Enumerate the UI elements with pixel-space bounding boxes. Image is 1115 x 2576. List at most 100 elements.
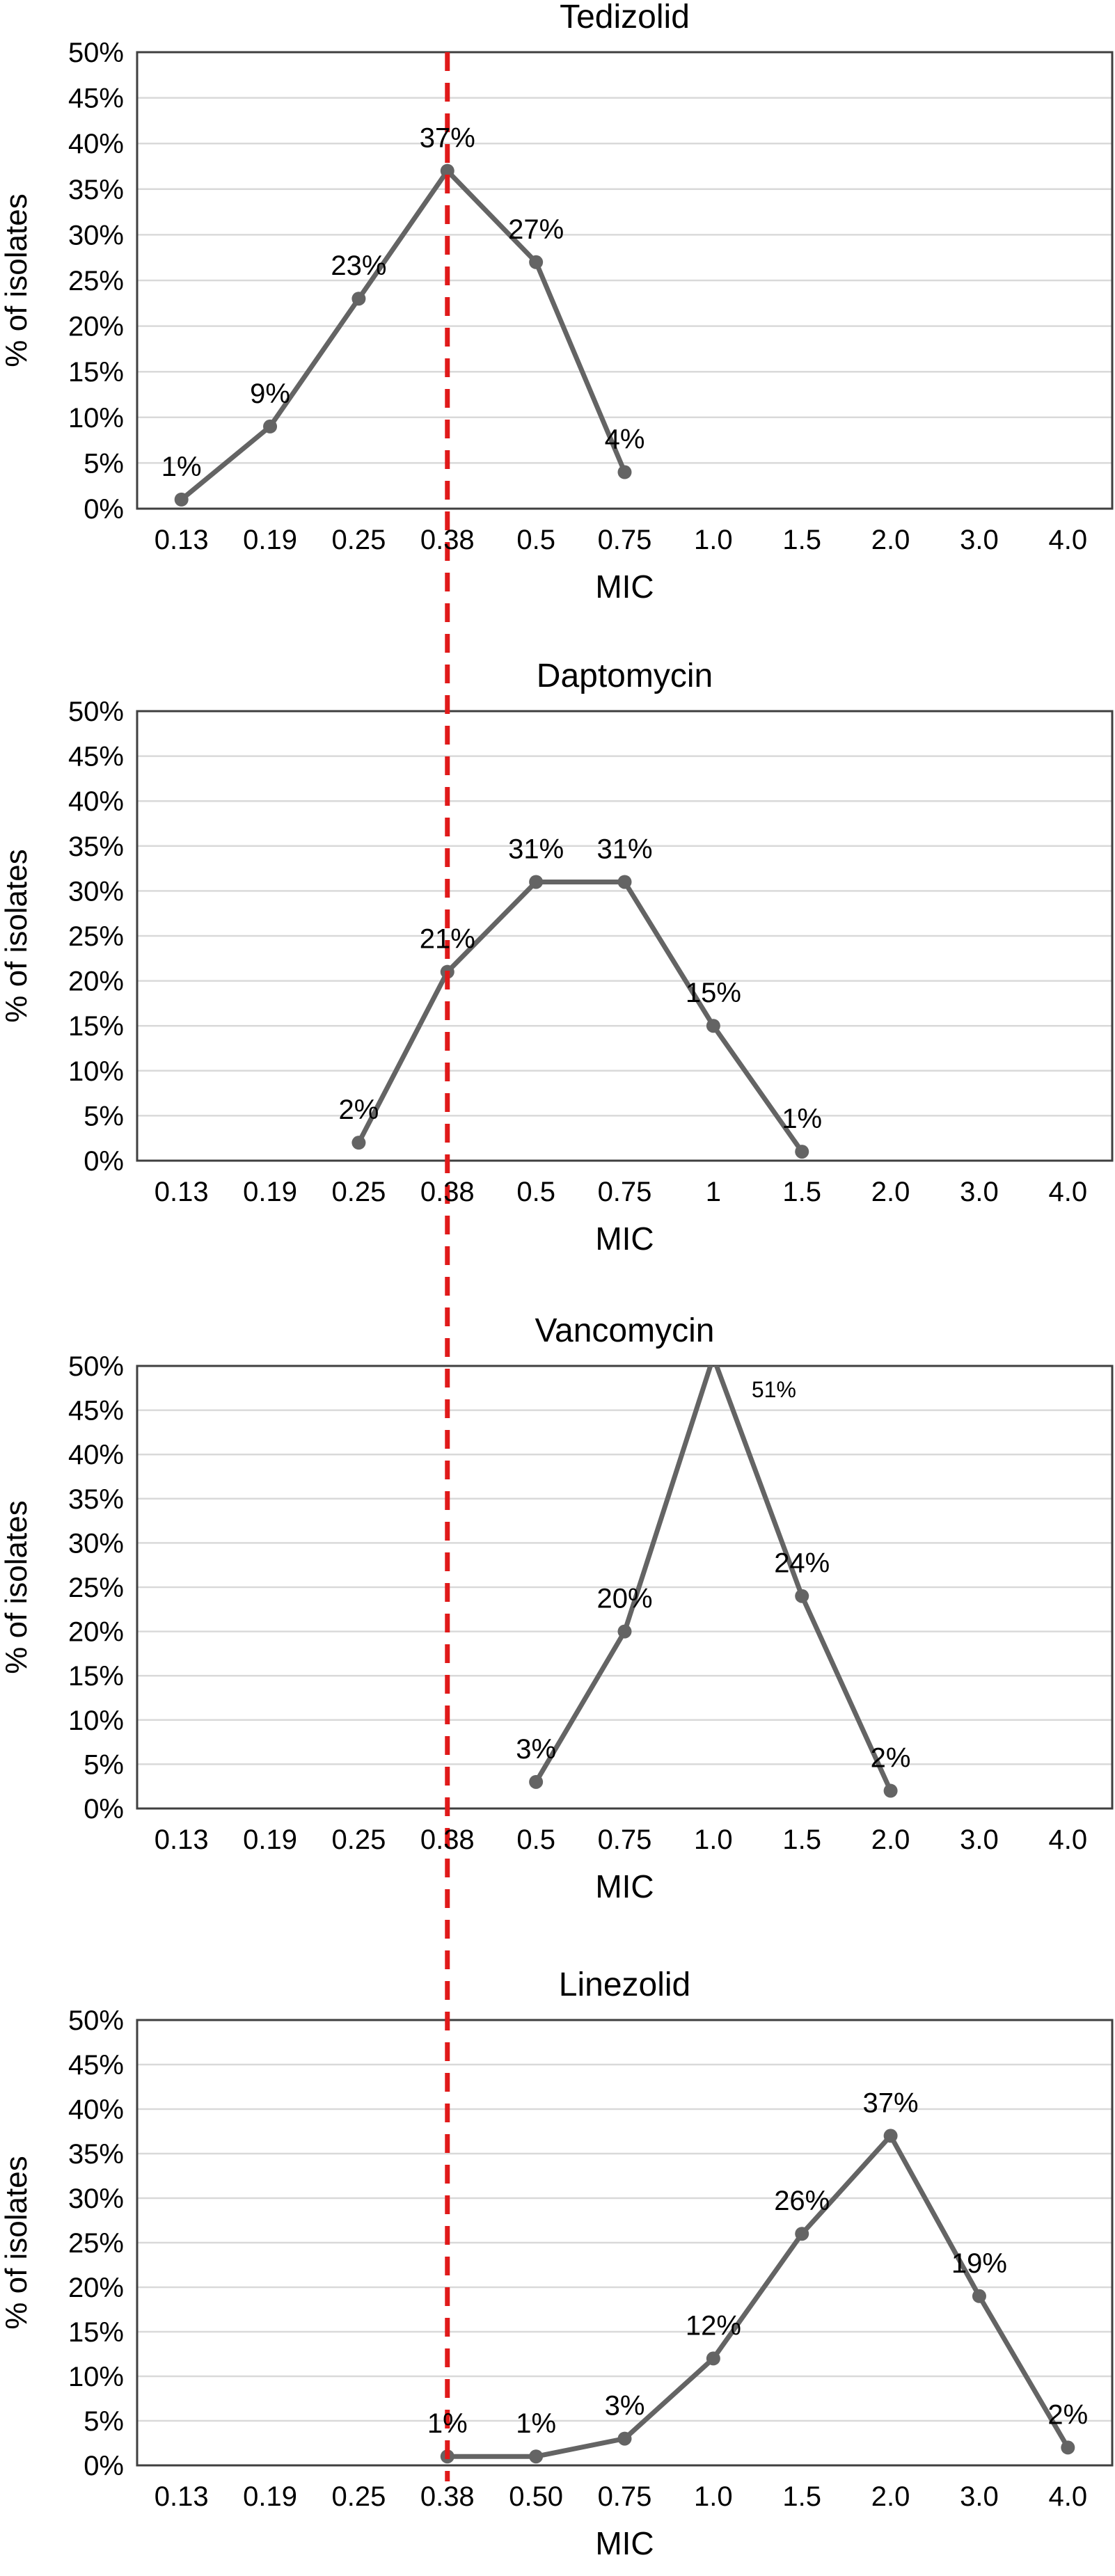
data-point-marker [440, 164, 454, 178]
series-line [356, 879, 805, 1154]
y-tick-label: 40% [68, 1440, 124, 1470]
x-tick-label: 2.0 [871, 1177, 910, 1207]
x-tick-label: 0.19 [243, 1177, 297, 1207]
data-point-label: 27% [508, 214, 564, 245]
x-tick-label: 1.0 [694, 2481, 733, 2512]
data-point-label: 3% [516, 1734, 556, 1765]
data-point-marker [1061, 2440, 1075, 2455]
x-tick-label: 0.25 [331, 1177, 386, 1207]
data-point-label: 1% [782, 1104, 822, 1134]
x-axis-label: MIC [595, 1221, 654, 1257]
x-axis-label: MIC [595, 1868, 654, 1905]
x-tick-label: 4.0 [1049, 1824, 1088, 1855]
y-tick-label: 0% [84, 2451, 124, 2481]
y-tick-label: 10% [68, 2362, 124, 2392]
x-tick-label: 0.13 [155, 1824, 209, 1855]
x-tick-label: 0.75 [598, 525, 652, 555]
y-tick-label: 10% [68, 1706, 124, 1736]
y-tick-label: 0% [84, 1794, 124, 1824]
data-point-label: 51% [752, 1377, 796, 1402]
data-point-label: 31% [508, 834, 564, 864]
x-tick-label: 3.0 [960, 1177, 999, 1207]
y-tick-label: 20% [68, 2273, 124, 2303]
data-point-label: 1% [516, 2408, 556, 2439]
y-tick-label: 35% [68, 1484, 124, 1515]
data-point-label: 2% [871, 1743, 911, 1774]
y-tick-label: 0% [84, 1146, 124, 1177]
data-point-marker [351, 292, 366, 306]
data-point-label: 4% [605, 424, 645, 455]
data-point-label: 9% [250, 379, 290, 409]
data-point-label: 1% [427, 2408, 468, 2439]
plot-frame [136, 710, 1114, 1162]
x-axis-label: MIC [595, 569, 654, 605]
x-tick-label: 0.50 [509, 2481, 563, 2512]
x-tick-label: 0.5 [516, 1177, 555, 1207]
y-tick-label: 30% [68, 876, 124, 907]
x-tick-label: 0.25 [331, 525, 386, 555]
y-axis-label: % of isolates [0, 2156, 33, 2329]
x-axis-label: MIC [595, 2525, 654, 2561]
x-tick-label: 2.0 [871, 525, 910, 555]
data-point-marker [174, 492, 189, 507]
series-line [533, 1366, 894, 1794]
x-tick-label: 1.5 [782, 2481, 821, 2512]
plot-frame [136, 1365, 1114, 1810]
y-tick-label: 20% [68, 1617, 124, 1648]
y-tick-label: 25% [68, 1573, 124, 1603]
y-tick-label: 30% [68, 220, 124, 251]
x-tick-label: 1 [706, 1177, 721, 1207]
data-point-label: 19% [951, 2248, 1007, 2279]
data-point-marker [883, 1783, 898, 1798]
y-tick-label: 20% [68, 312, 124, 342]
data-point-marker [706, 1350, 720, 1364]
series-line [179, 168, 627, 502]
data-point-marker [706, 2351, 720, 2366]
x-tick-label: 0.75 [598, 1177, 652, 1207]
y-tick-label: 50% [68, 1351, 124, 1382]
data-point-label: 15% [686, 978, 741, 1008]
data-point-label: 2% [339, 1095, 379, 1125]
x-tick-label: 3.0 [960, 2481, 999, 2512]
x-tick-label: 4.0 [1049, 525, 1088, 555]
y-tick-label: 50% [68, 38, 124, 68]
data-point-marker [706, 1019, 720, 1033]
data-point-label: 20% [596, 1584, 652, 1614]
data-point-marker [351, 1136, 366, 1150]
y-tick-label: 25% [68, 2228, 124, 2259]
data-point-label: 3% [605, 2391, 645, 2422]
y-tick-label: 45% [68, 1396, 124, 1426]
y-tick-label: 15% [68, 1011, 124, 1042]
data-point-marker [972, 2289, 986, 2303]
x-tick-label: 0.38 [420, 1824, 475, 1855]
x-tick-label: 4.0 [1049, 2481, 1088, 2512]
y-axis-label: % of isolates [0, 849, 33, 1022]
y-tick-label: 35% [68, 2139, 124, 2170]
y-tick-label: 25% [68, 921, 124, 952]
x-tick-label: 1.0 [694, 525, 733, 555]
y-tick-label: 45% [68, 2050, 124, 2081]
y-tick-label: 5% [84, 448, 124, 479]
x-tick-label: 0.13 [155, 525, 209, 555]
x-tick-label: 3.0 [960, 1824, 999, 1855]
x-tick-label: 1.5 [782, 1177, 821, 1207]
data-point-label: 2% [1047, 2399, 1088, 2430]
data-point-marker [529, 875, 544, 889]
data-point-label: 26% [774, 2186, 830, 2216]
y-tick-label: 40% [68, 786, 124, 817]
y-tick-label: 15% [68, 1661, 124, 1692]
y-tick-label: 40% [68, 2094, 124, 2125]
x-tick-label: 0.5 [516, 1824, 555, 1855]
plot-frame [136, 2019, 1114, 2467]
x-tick-label: 2.0 [871, 2481, 910, 2512]
x-tick-label: 0.38 [420, 525, 475, 555]
y-tick-label: 15% [68, 357, 124, 388]
x-tick-label: 0.13 [155, 2481, 209, 2512]
plot-frame [136, 51, 1114, 510]
x-tick-label: 1.0 [694, 1824, 733, 1855]
x-tick-label: 0.13 [155, 1177, 209, 1207]
y-tick-label: 5% [84, 1101, 124, 1131]
